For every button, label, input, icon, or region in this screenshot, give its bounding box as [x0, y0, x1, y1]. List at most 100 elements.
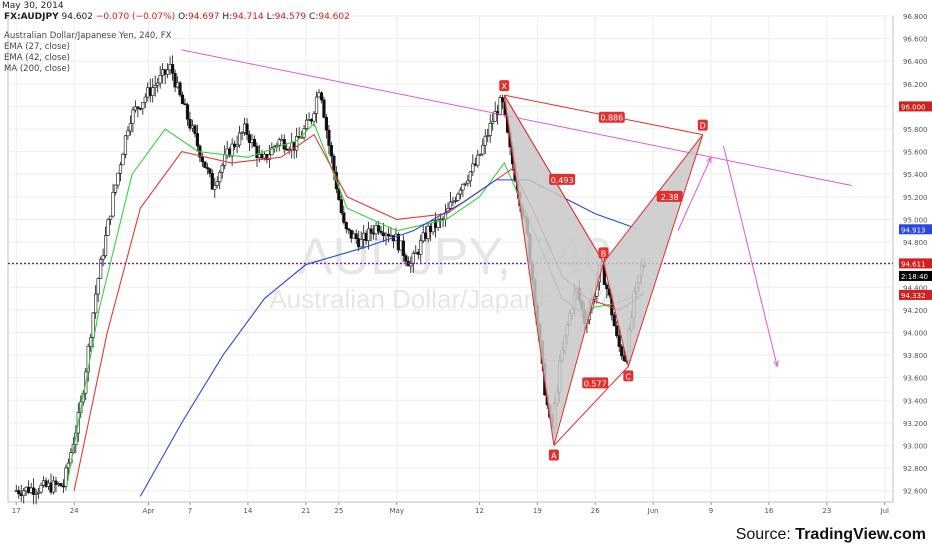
candle-down: [612, 314, 616, 327]
pattern-point-d-label: D: [700, 122, 706, 131]
x-tick-label: May: [389, 507, 403, 515]
y-tick-label: 95.400: [903, 171, 928, 179]
candle-up: [223, 154, 227, 166]
candle-up: [113, 184, 118, 193]
candle-down: [178, 82, 182, 96]
candle-up: [123, 135, 128, 155]
last-price: 94.602: [61, 12, 94, 22]
candle-down: [615, 325, 619, 336]
candle-up: [486, 135, 490, 137]
candle-up: [213, 185, 217, 190]
candle-up: [156, 82, 160, 86]
plot-frame: [7, 15, 894, 503]
pattern-point-x-badge: [499, 80, 510, 92]
x-tick-label: 12: [475, 507, 484, 515]
candle-up: [101, 255, 105, 260]
y-tick-label: 93.600: [903, 375, 928, 383]
ratio-label: 0.493: [551, 176, 574, 185]
price-tag: [899, 289, 932, 300]
candle-down: [319, 92, 324, 101]
candle-down: [347, 228, 351, 231]
projection-arrow-down-shaft: [722, 145, 778, 367]
x-tick-label: 25: [334, 507, 343, 515]
y-tick-label: 96.600: [903, 36, 928, 44]
candle-down: [17, 490, 21, 494]
candle-down: [344, 222, 348, 230]
candle-down: [173, 72, 177, 88]
candle-up: [409, 263, 413, 267]
candle-up: [158, 74, 162, 84]
open-value: 94.697: [188, 12, 220, 22]
y-tick-label: 95.000: [903, 216, 928, 224]
candle-up: [436, 219, 440, 228]
candle-up: [141, 101, 145, 109]
close-value: 94.602: [318, 12, 350, 22]
candle-down: [59, 483, 63, 487]
candle-down: [622, 355, 626, 361]
candle-up: [108, 215, 113, 220]
price-tag-label: 96.000: [901, 103, 926, 111]
candle-up: [456, 193, 460, 201]
candle-up: [230, 143, 234, 157]
candle-up: [128, 122, 133, 132]
projection-arrow-up-shaft: [677, 157, 712, 231]
candle-up: [34, 492, 38, 495]
candle-up: [121, 153, 125, 166]
candle-down: [180, 94, 185, 105]
candle-up: [359, 239, 363, 248]
y-tick-label: 93.200: [903, 420, 928, 428]
price-tag: [899, 224, 932, 235]
candle-up: [106, 219, 110, 236]
candle-down: [245, 123, 249, 135]
candle-up: [39, 484, 43, 493]
candle-down: [386, 233, 391, 237]
candle-up: [314, 96, 319, 114]
y-tick-label: 94.800: [903, 239, 928, 247]
candle-up: [471, 163, 475, 173]
candle-up: [448, 201, 453, 209]
candle-up: [96, 278, 100, 295]
legend-ema-42[interactable]: EMA (42, close): [4, 53, 70, 63]
candle-up: [153, 85, 157, 88]
candle-down: [379, 230, 383, 234]
candle-down: [324, 117, 329, 131]
candle-down: [369, 228, 373, 234]
legend-ema-27[interactable]: EMA (27, close): [4, 42, 70, 52]
x-tick-label: 19: [533, 507, 542, 515]
candle-down: [354, 233, 358, 239]
legend-ma-200[interactable]: MA (200, close): [4, 64, 71, 74]
y-tick-label: 95.600: [903, 149, 928, 157]
candle-down: [329, 145, 333, 157]
source-brand: TradingView.com: [795, 526, 926, 543]
candle-up: [103, 235, 108, 257]
close-label: C:: [309, 12, 319, 22]
candle-down: [339, 199, 343, 214]
y-tick-label: 92.800: [903, 465, 928, 473]
candle-up: [237, 132, 242, 146]
candle-down: [404, 255, 408, 262]
candle-down: [322, 99, 326, 118]
candle-up: [488, 123, 492, 136]
chart-area[interactable]: 96.800 96.600 96.400 96.200 96.000 95.800 95.6…: [0, 12, 932, 520]
pattern-point-c-badge: [623, 370, 634, 382]
candle-up: [64, 467, 68, 487]
pattern-point-c-label: C: [626, 372, 632, 381]
y-tick-label: 94.000: [903, 329, 928, 337]
candle-down: [193, 125, 197, 134]
projection-arrow-up-head: [706, 156, 712, 164]
candle-up: [478, 153, 482, 156]
candle-up: [126, 130, 130, 137]
candle-down: [342, 212, 346, 223]
ratio-badge: [549, 173, 576, 185]
price-chart[interactable]: 96.800 96.600 96.400 96.200 96.000 95.800 95.6…: [0, 12, 932, 520]
candle-up: [453, 200, 458, 202]
candle-up: [468, 171, 472, 182]
candle-down: [252, 138, 257, 147]
candle-up: [215, 181, 219, 186]
high-label: H:: [222, 12, 233, 22]
candle-up: [270, 147, 274, 156]
y-tick-label: 93.000: [903, 442, 928, 450]
candle-up: [111, 192, 115, 217]
price-change: −0.070 (−0.07%): [95, 12, 176, 22]
candle-up: [312, 113, 316, 122]
